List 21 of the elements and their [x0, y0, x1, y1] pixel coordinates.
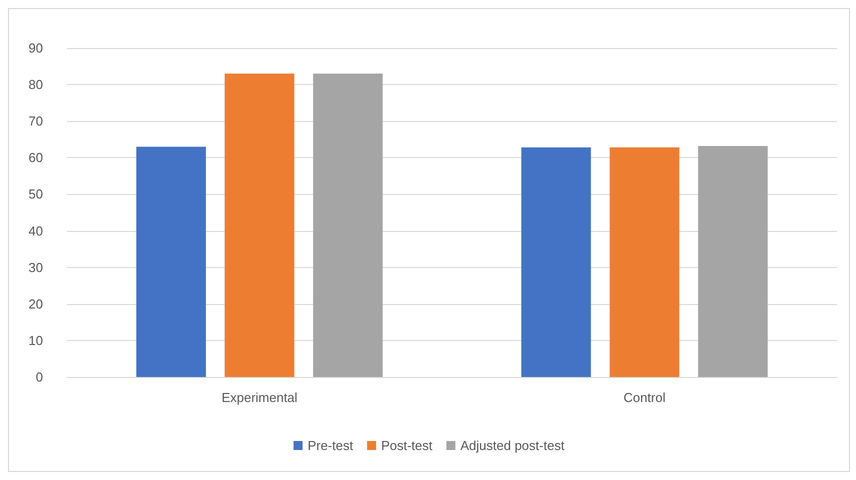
bar [610, 147, 680, 377]
bar [698, 146, 768, 377]
y-tick-label: 80 [28, 77, 43, 92]
legend-label: Adjusted post-test [460, 438, 565, 453]
legend-label: Pre-test [308, 438, 354, 453]
y-tick-label: 20 [28, 296, 43, 312]
bar [313, 74, 383, 377]
y-tick-label: 0 [36, 370, 43, 384]
y-tick-label: 60 [28, 150, 43, 166]
x-tick-label: Control [624, 390, 666, 405]
y-tick-label: 90 [28, 40, 43, 56]
y-tick-label: 50 [28, 186, 43, 202]
y-tick-label: 10 [28, 332, 43, 348]
bar [224, 74, 294, 377]
bar [521, 147, 591, 377]
y-tick-label: 30 [28, 260, 43, 275]
y-tick-label: 70 [28, 114, 43, 129]
bar [136, 146, 206, 377]
y-tick-label: 40 [28, 223, 43, 238]
legend-label: Post-test [381, 438, 433, 453]
x-tick-label: Experimental [222, 390, 298, 405]
